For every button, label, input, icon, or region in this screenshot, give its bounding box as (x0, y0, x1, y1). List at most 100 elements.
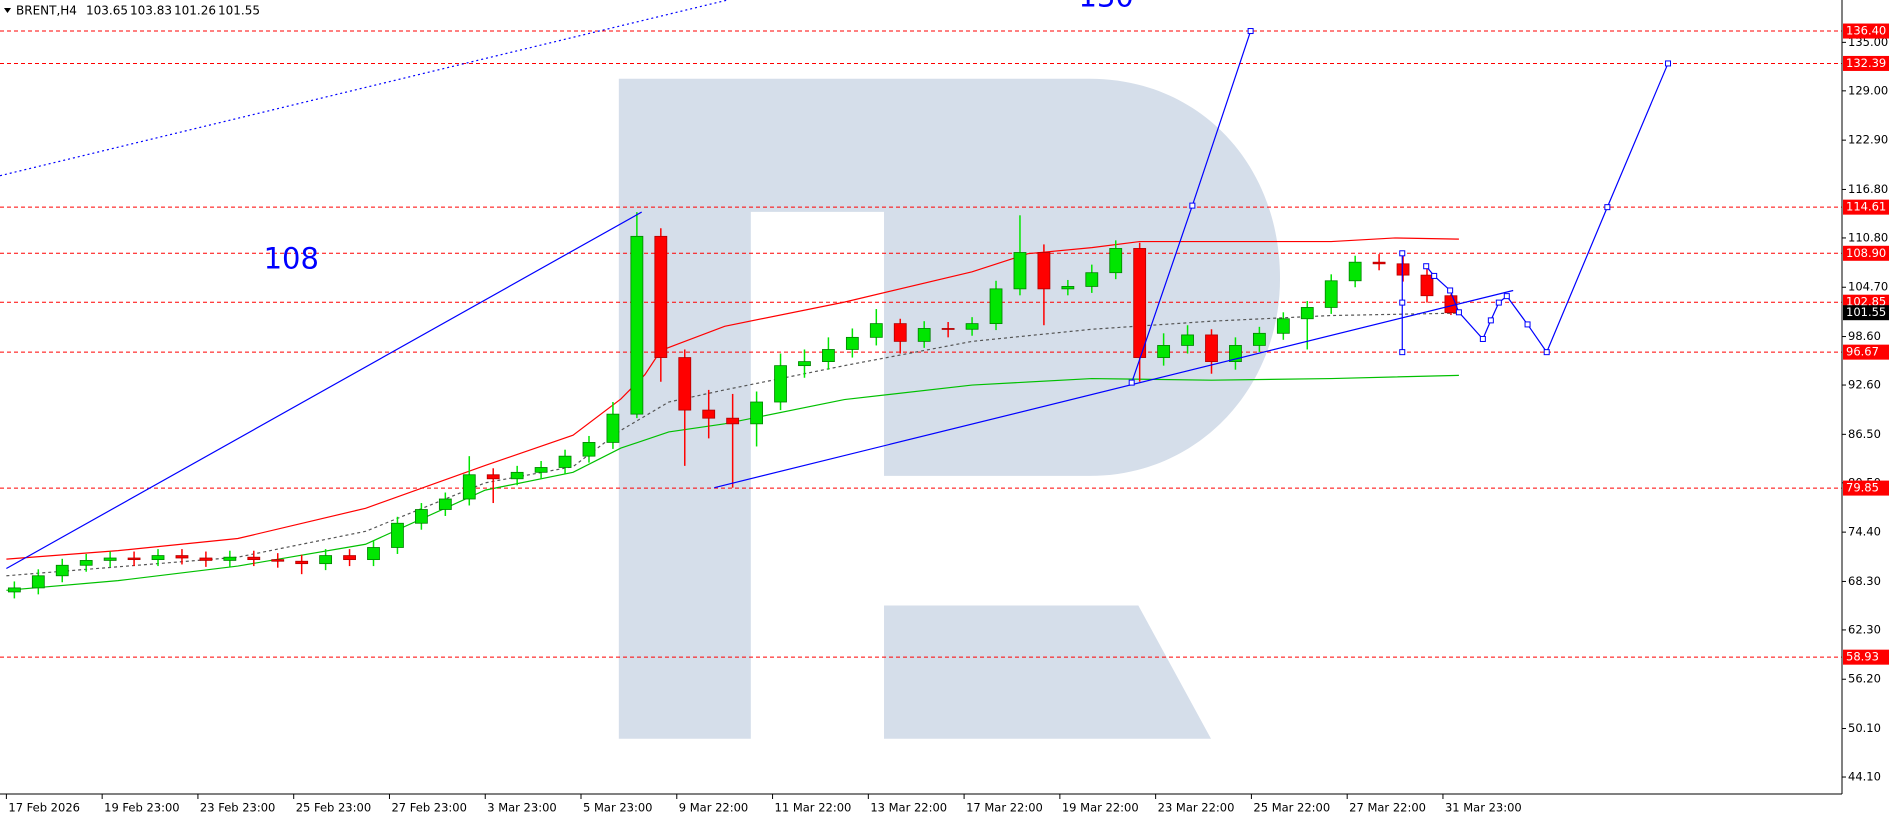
candle-body (1324, 280, 1338, 308)
candle-body (726, 417, 740, 425)
level-label: 108.90 (1846, 246, 1886, 260)
ohlc-high: 103.83 (130, 4, 172, 18)
level-label: 58.93 (1846, 650, 1879, 664)
vertex-marker (1604, 204, 1611, 211)
candle-body (1061, 286, 1075, 290)
time-axis-panel (0, 794, 1899, 820)
candle-body (606, 413, 620, 443)
x-tick-label: 3 Mar 23:00 (487, 801, 556, 815)
candle-body (1085, 272, 1099, 287)
y-tick-label: 62.30 (1848, 622, 1881, 636)
header: BRENT,H4 103.65 103.83 101.26 101.55 (4, 4, 260, 18)
x-tick-label: 25 Feb 23:00 (296, 801, 371, 815)
x-tick-label: 31 Mar 23:00 (1445, 801, 1522, 815)
candle-body (510, 471, 524, 480)
vertex-marker (1128, 379, 1135, 386)
level-label-box (1843, 23, 1889, 39)
candle-body (893, 323, 907, 342)
candle-body (1109, 248, 1123, 274)
candle-body (534, 467, 548, 473)
y-tick-label: 98.60 (1848, 329, 1881, 343)
x-tick-label: 19 Feb 23:00 (104, 801, 179, 815)
candle-body (1396, 263, 1410, 276)
candle-body (7, 587, 21, 593)
candle-body (1013, 252, 1027, 290)
vertex-marker (1495, 299, 1502, 306)
x-tick-label: 23 Feb 23:00 (200, 801, 275, 815)
level-label-box (1843, 55, 1889, 71)
candle-body (845, 336, 859, 350)
candle-body (486, 474, 500, 480)
vertex-marker (1665, 60, 1672, 67)
candle-body (869, 323, 883, 338)
candle-body (223, 556, 237, 561)
candle-body (654, 235, 668, 358)
level-label: 136.40 (1846, 24, 1886, 38)
y-tick-label: 110.80 (1848, 230, 1888, 244)
vertex-marker (1431, 272, 1438, 279)
vertex-marker (1399, 250, 1406, 257)
vertex-marker (1524, 321, 1531, 328)
candle-body (678, 357, 692, 411)
candle-body (702, 409, 716, 419)
indicator-line (6, 374, 1459, 591)
y-tick-label: 56.20 (1848, 672, 1881, 686)
candle-body (414, 509, 428, 524)
candle-body (31, 575, 45, 589)
y-tick-label: 129.00 (1848, 83, 1888, 97)
candle-body (1133, 248, 1147, 358)
annotation: 108 (264, 242, 319, 276)
y-tick-label: 74.40 (1848, 525, 1881, 539)
watermark (618, 78, 1281, 739)
vertex-marker (1479, 335, 1486, 342)
candle-body (462, 474, 476, 500)
y-tick-label: 44.10 (1848, 770, 1881, 784)
y-tick-label: 50.10 (1848, 721, 1881, 735)
vertex-marker (1455, 309, 1462, 316)
y-tick-label: 122.90 (1848, 133, 1888, 147)
level-label-box (1843, 344, 1889, 360)
candle-body (367, 547, 380, 561)
vertex-marker (1423, 263, 1430, 270)
candle-body (1420, 274, 1434, 297)
y-tick-label: 86.50 (1848, 427, 1881, 441)
candle-body (750, 401, 763, 425)
candle-body (199, 557, 213, 561)
vertex-marker (1399, 349, 1406, 356)
symbol: BRENT,H4 (16, 4, 77, 18)
level-label: 114.61 (1846, 200, 1886, 214)
candle-body (1205, 334, 1218, 362)
candle-body (103, 557, 117, 561)
dropdown-arrow[interactable] (4, 8, 11, 13)
indicator-line (6, 312, 1459, 577)
candle-body (79, 560, 93, 566)
x-tick-label: 19 Mar 22:00 (1062, 801, 1139, 815)
level-label-box (1843, 199, 1889, 215)
candle-body (1181, 334, 1194, 346)
vertex-marker (1543, 349, 1550, 356)
x-tick-label: 17 Feb 2026 (8, 801, 80, 815)
trend-line (6, 211, 642, 570)
candle-body (1229, 345, 1242, 362)
level-label: 96.67 (1846, 345, 1879, 359)
ohlc-close: 101.55 (218, 4, 260, 18)
y-tick-label: 92.60 (1848, 378, 1881, 392)
vertex-marker (1503, 293, 1510, 300)
candle-body (1276, 318, 1290, 334)
vertex-marker (1487, 317, 1494, 324)
candle-body (965, 323, 979, 330)
vertex-marker (1247, 28, 1254, 35)
candle-body (343, 555, 356, 561)
x-tick-label: 27 Feb 23:00 (391, 801, 466, 815)
axes: 44.1050.1056.2062.3068.3074.4080.5086.50… (5, 23, 1889, 815)
annotation: 130 (1078, 0, 1133, 14)
ohlc-low: 101.26 (174, 4, 216, 18)
level-label: 79.85 (1846, 481, 1879, 495)
candle-body (247, 556, 261, 561)
ohlc-open: 103.65 (86, 4, 128, 18)
candle-body (989, 288, 1003, 325)
watermark-r (618, 78, 1281, 739)
candle-body (630, 235, 644, 415)
current-price-label: 101.55 (1846, 305, 1886, 319)
